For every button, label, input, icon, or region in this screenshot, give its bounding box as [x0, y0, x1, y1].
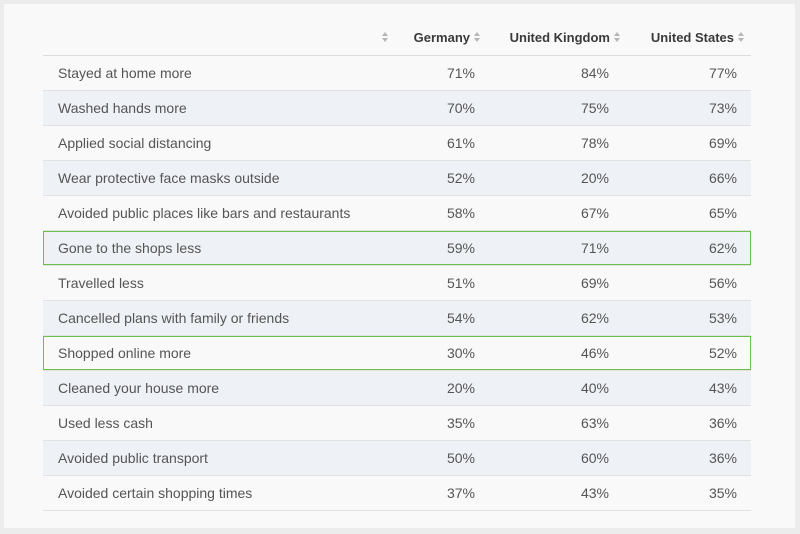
cell-germany: 51%: [446, 275, 475, 291]
column-header-germany[interactable]: Germany: [389, 20, 481, 55]
cell-united-kingdom: 40%: [580, 380, 609, 396]
table-row: Used less cash 35% 63% 36%: [43, 406, 751, 441]
cell-united-states: 52%: [708, 345, 737, 361]
table-row: Wear protective face masks outside 52% 20%…: [43, 161, 751, 196]
column-header-united-states-text: United States: [650, 30, 734, 45]
cell-united-states: 56%: [708, 275, 737, 291]
data-table: Germany United Kingdom United States Sta…: [43, 20, 751, 511]
table-header: Germany United Kingdom United States: [43, 20, 751, 56]
column-header-united-kingdom[interactable]: United Kingdom: [481, 20, 621, 55]
table-row: Avoided certain shopping times 37% 43% 35%: [43, 476, 751, 511]
cell-germany: 54%: [446, 310, 475, 326]
row-label: Washed hands more: [58, 100, 187, 116]
row-label: Cleaned your house more: [58, 380, 220, 396]
cell-united-states: 36%: [708, 450, 737, 466]
cell-germany: 20%: [446, 380, 475, 396]
row-label: Avoided public places like bars and rest…: [58, 205, 351, 221]
table-row: Washed hands more 70% 75% 73%: [43, 91, 751, 126]
sort-arrows-icon[interactable]: [473, 31, 481, 43]
cell-united-kingdom: 67%: [580, 205, 609, 221]
table-row: Gone to the shops less 59% 71% 62%: [43, 231, 751, 266]
sort-arrows-icon[interactable]: [381, 31, 389, 43]
cell-united-kingdom: 63%: [580, 415, 609, 431]
cell-germany: 70%: [446, 100, 475, 116]
row-label: Avoided certain shopping times: [58, 485, 253, 501]
cell-germany: 30%: [446, 345, 475, 361]
row-label: Cancelled plans with family or friends: [58, 310, 290, 326]
sort-arrows-icon[interactable]: [737, 31, 745, 43]
column-header-germany-text: Germany: [413, 30, 470, 45]
cell-germany: 52%: [446, 170, 475, 186]
column-header-label[interactable]: [43, 20, 389, 55]
table-row: Avoided public transport 50% 60% 36%: [43, 441, 751, 476]
cell-germany: 37%: [446, 485, 475, 501]
cell-united-states: 65%: [708, 205, 737, 221]
row-label: Wear protective face masks outside: [58, 170, 280, 186]
table-row: Travelled less 51% 69% 56%: [43, 266, 751, 301]
row-label: Avoided public transport: [58, 450, 208, 466]
cell-united-states: 36%: [708, 415, 737, 431]
cell-united-states: 73%: [708, 100, 737, 116]
sort-arrows-icon[interactable]: [613, 31, 621, 43]
table-body: Stayed at home more 71% 84% 77% Washed hands…: [43, 56, 751, 511]
cell-germany: 58%: [446, 205, 475, 221]
cell-united-kingdom: 46%: [580, 345, 609, 361]
row-label: Gone to the shops less: [58, 240, 202, 256]
cell-germany: 59%: [446, 240, 475, 256]
cell-germany: 35%: [446, 415, 475, 431]
cell-united-states: 66%: [708, 170, 737, 186]
cell-united-states: 43%: [708, 380, 737, 396]
cell-united-kingdom: 69%: [580, 275, 609, 291]
cell-united-kingdom: 84%: [580, 65, 609, 81]
cell-united-kingdom: 60%: [580, 450, 609, 466]
table-row: Cleaned your house more 20% 40% 43%: [43, 371, 751, 406]
cell-united-kingdom: 43%: [580, 485, 609, 501]
row-label: Stayed at home more: [58, 65, 192, 81]
row-label: Used less cash: [58, 415, 153, 431]
cell-germany: 61%: [446, 135, 475, 151]
table-row: Applied social distancing 61% 78% 69%: [43, 126, 751, 161]
table-row: Shopped online more 30% 46% 52%: [43, 336, 751, 371]
table-row: Stayed at home more 71% 84% 77%: [43, 56, 751, 91]
cell-germany: 50%: [446, 450, 475, 466]
cell-united-kingdom: 62%: [580, 310, 609, 326]
cell-united-kingdom: 78%: [580, 135, 609, 151]
table-row: Cancelled plans with family or friends 54…: [43, 301, 751, 336]
cell-united-states: 77%: [708, 65, 737, 81]
cell-united-kingdom: 75%: [580, 100, 609, 116]
column-header-united-states[interactable]: United States: [621, 20, 745, 55]
cell-united-states: 69%: [708, 135, 737, 151]
row-label: Shopped online more: [58, 345, 192, 361]
cell-united-states: 62%: [708, 240, 737, 256]
table-row: Avoided public places like bars and rest…: [43, 196, 751, 231]
row-label: Applied social distancing: [58, 135, 212, 151]
cell-united-kingdom: 20%: [580, 170, 609, 186]
cell-united-states: 35%: [708, 485, 737, 501]
cell-germany: 71%: [446, 65, 475, 81]
cell-united-kingdom: 71%: [580, 240, 609, 256]
column-header-united-kingdom-text: United Kingdom: [509, 30, 610, 45]
row-label: Travelled less: [58, 275, 144, 291]
table-card: Germany United Kingdom United States Sta…: [4, 4, 795, 528]
cell-united-states: 53%: [708, 310, 737, 326]
